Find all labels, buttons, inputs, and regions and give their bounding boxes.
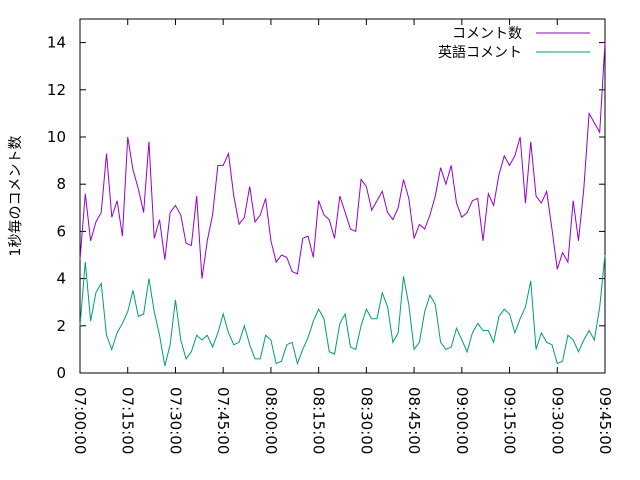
legend-label: 英語コメント <box>438 44 522 61</box>
x-tick-label: 08:15:00 <box>310 387 328 454</box>
x-tick-label: 08:30:00 <box>357 387 375 454</box>
x-tick-label: 09:45:00 <box>596 387 614 454</box>
y-tick-label: 0 <box>56 364 66 382</box>
y-tick-label: 14 <box>47 34 66 52</box>
x-tick-label: 09:00:00 <box>453 387 471 454</box>
series-line-1 <box>79 254 606 367</box>
x-tick-label: 07:30:00 <box>166 387 184 454</box>
y-axis: 0 2 4 6 8 10 12 14 <box>47 34 605 382</box>
y-tick-label: 12 <box>47 81 66 99</box>
x-tick-label: 09:15:00 <box>501 387 519 454</box>
x-axis: 07:00:00 07:15:00 07:30:00 07:45:00 08:00:00… <box>71 19 614 454</box>
x-tick-label: 08:00:00 <box>262 387 280 454</box>
y-tick-label: 4 <box>56 270 66 288</box>
y-tick-label: 6 <box>56 222 66 240</box>
x-tick-label: 07:15:00 <box>119 387 137 454</box>
x-tick-label: 07:00:00 <box>71 387 89 454</box>
series-line-0 <box>79 42 606 279</box>
series-layer <box>79 42 606 367</box>
x-tick-label: 09:30:00 <box>548 387 566 454</box>
y-tick-label: 2 <box>56 317 66 335</box>
y-axis-label: 1秒毎のコメント数 <box>8 136 24 257</box>
y-tick-label: 8 <box>56 175 66 193</box>
y-tick-label: 10 <box>47 128 66 146</box>
x-tick-label: 07:45:00 <box>214 387 232 454</box>
plot-frame <box>79 18 606 374</box>
x-tick-label: 08:45:00 <box>405 387 423 454</box>
legend-label: コメント数 <box>452 26 522 42</box>
